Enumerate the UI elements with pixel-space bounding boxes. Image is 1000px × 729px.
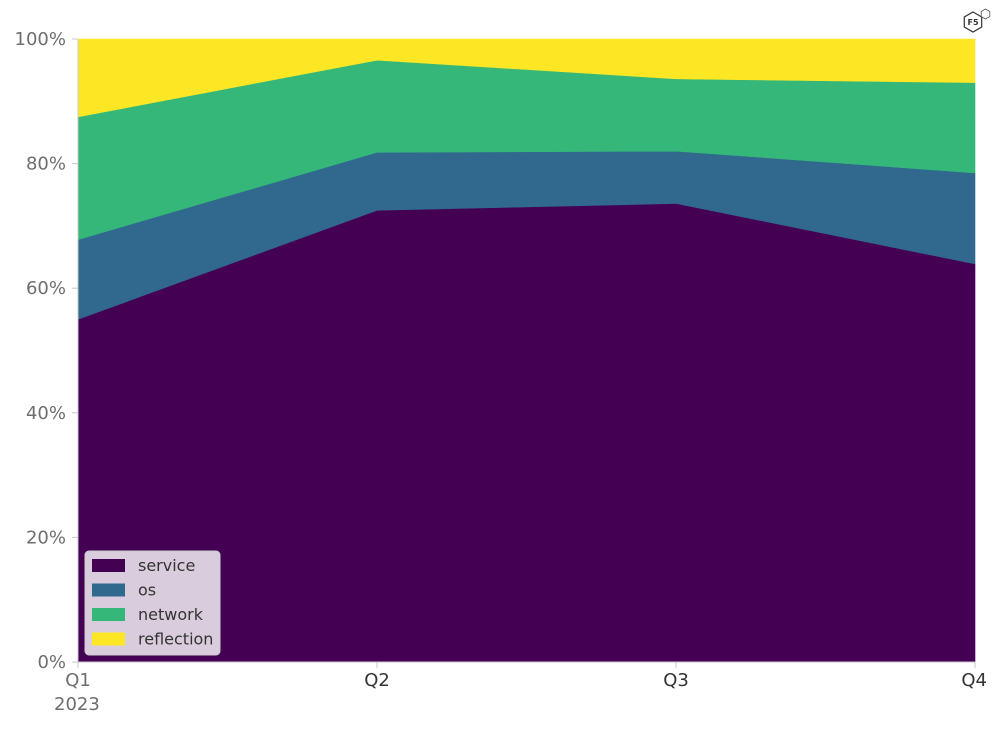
y-tick-label: 40%	[26, 403, 66, 424]
legend-label-reflection: reflection	[138, 630, 213, 649]
f5-logo-icon: F5	[963, 8, 991, 33]
x-tick-sublabel: 2023	[54, 694, 100, 715]
y-tick-label: 60%	[26, 278, 66, 299]
legend-box	[84, 550, 221, 656]
legend-label-os: os	[138, 581, 156, 600]
legend-label-service: service	[138, 556, 195, 575]
y-tick-label: 0%	[37, 652, 66, 673]
logo-text: F5	[967, 18, 978, 27]
area-reflection	[77, 38, 976, 118]
legend-swatch-network	[92, 608, 125, 621]
x-tick-label: Q1	[65, 670, 91, 691]
y-tick-label: 100%	[15, 29, 66, 50]
y-tick-label: 80%	[26, 154, 66, 175]
legend-swatch-reflection	[92, 632, 125, 646]
legend-swatch-service	[92, 559, 125, 572]
legend-swatch-os	[92, 583, 125, 597]
axes-layer: 0% 20% 40% 60% 80% 100% Q1 Q2 Q3 Q4 2023	[15, 29, 987, 715]
y-tick-label: 20%	[26, 527, 66, 548]
x-tick-label: Q2	[364, 670, 390, 691]
areas-layer	[77, 38, 976, 663]
legend: service os network reflection	[84, 550, 221, 656]
x-tick-label: Q3	[663, 670, 689, 691]
x-tick-label: Q4	[961, 670, 987, 691]
legend-label-network: network	[138, 605, 204, 624]
